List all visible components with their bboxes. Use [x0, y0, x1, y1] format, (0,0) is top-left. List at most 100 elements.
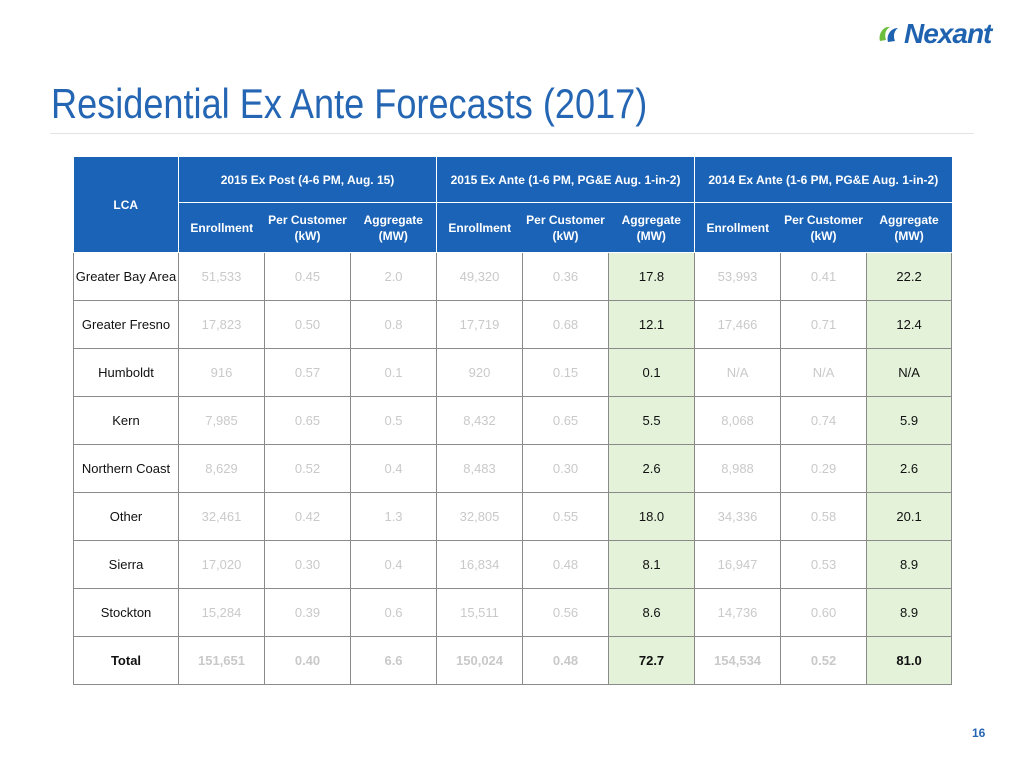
- group-header-2015-ex-ante: 2015 Ex Ante (1-6 PM, PG&E Aug. 1-in-2): [436, 156, 695, 203]
- value-cell: 8,629: [178, 444, 265, 493]
- nexant-logo: Nexant: [876, 18, 992, 50]
- value-cell: 5.5: [608, 396, 696, 445]
- value-cell: 34,336: [694, 492, 782, 541]
- value-cell: 16,947: [694, 540, 782, 589]
- value-cell: 15,284: [178, 588, 265, 637]
- value-cell: 0.4: [349, 444, 438, 493]
- value-cell: 0.52: [780, 636, 868, 685]
- subheader-aggregate: Aggregate (MW): [350, 202, 437, 253]
- logo-text: Nexant: [904, 18, 992, 49]
- nexant-logo-icon: [879, 26, 898, 42]
- value-cell: 2.0: [349, 252, 438, 301]
- table-row: Greater Bay Area 51,533 0.45 2.0 49,320 0.36 1…: [73, 252, 953, 301]
- value-cell: 0.29: [780, 444, 868, 493]
- value-cell: 72.7: [608, 636, 696, 685]
- value-cell: 16,834: [436, 540, 524, 589]
- value-cell: 0.5: [349, 396, 438, 445]
- value-cell: 154,534: [694, 636, 782, 685]
- table-row: Kern 7,985 0.65 0.5 8,432 0.65 5.5 8,068 0.74 5.9: [73, 396, 953, 445]
- table-row: Total 151,651 0.40 6.6 150,024 0.48 72.7 154,53…: [73, 636, 953, 685]
- value-cell: 8,483: [436, 444, 524, 493]
- value-cell: 8,988: [694, 444, 782, 493]
- value-cell: 0.52: [264, 444, 351, 493]
- group-header-2015-ex-post: 2015 Ex Post (4-6 PM, Aug. 15): [177, 156, 437, 203]
- value-cell: N/A: [694, 348, 782, 397]
- value-cell: 0.55: [522, 492, 610, 541]
- value-cell: 17,823: [178, 300, 265, 349]
- value-cell: 916: [178, 348, 265, 397]
- table-row: Stockton 15,284 0.39 0.6 15,511 0.56 8.6 14,736…: [73, 588, 953, 637]
- value-cell: 49,320: [436, 252, 524, 301]
- subheader-enrollment: Enrollment: [694, 202, 781, 253]
- title-divider: [50, 133, 974, 134]
- value-cell: 0.65: [522, 396, 610, 445]
- group-header-2014-ex-ante: 2014 Ex Ante (1-6 PM, PG&E Aug. 1-in-2): [694, 156, 952, 203]
- value-cell: 22.2: [866, 252, 953, 301]
- forecast-table: LCA 2015 Ex Post (4-6 PM, Aug. 15) 2015 …: [73, 156, 953, 685]
- lca-header: LCA: [73, 156, 179, 253]
- lca-cell: Sierra: [73, 540, 179, 589]
- value-cell: 0.8: [349, 300, 438, 349]
- lca-cell: Greater Fresno: [73, 300, 179, 349]
- value-cell: 17,020: [178, 540, 265, 589]
- value-cell: 20.1: [866, 492, 953, 541]
- value-cell: 0.50: [264, 300, 351, 349]
- value-cell: N/A: [780, 348, 868, 397]
- lca-cell: Stockton: [73, 588, 179, 637]
- value-cell: 0.57: [264, 348, 351, 397]
- value-cell: 8.9: [866, 540, 953, 589]
- value-cell: 0.36: [522, 252, 610, 301]
- value-cell: 17,466: [694, 300, 782, 349]
- value-cell: 5.9: [866, 396, 953, 445]
- value-cell: 0.58: [780, 492, 868, 541]
- value-cell: 12.4: [866, 300, 953, 349]
- page-number: 16: [972, 726, 986, 740]
- lca-cell: Greater Bay Area: [73, 252, 179, 301]
- value-cell: 7,985: [178, 396, 265, 445]
- value-cell: 2.6: [608, 444, 696, 493]
- lca-cell: Kern: [73, 396, 179, 445]
- value-cell: 0.56: [522, 588, 610, 637]
- value-cell: 0.42: [264, 492, 351, 541]
- value-cell: 32,805: [436, 492, 524, 541]
- value-cell: 81.0: [866, 636, 953, 685]
- value-cell: 0.48: [522, 636, 610, 685]
- value-cell: 17,719: [436, 300, 524, 349]
- value-cell: 18.0: [608, 492, 696, 541]
- value-cell: 151,651: [178, 636, 265, 685]
- value-cell: 0.68: [522, 300, 610, 349]
- value-cell: 0.40: [264, 636, 351, 685]
- value-cell: 32,461: [178, 492, 265, 541]
- value-cell: 17.8: [608, 252, 696, 301]
- table-row: Northern Coast 8,629 0.52 0.4 8,483 0.30 2.6 8,…: [73, 444, 953, 493]
- value-cell: 150,024: [436, 636, 524, 685]
- value-cell: 0.60: [780, 588, 868, 637]
- value-cell: 14,736: [694, 588, 782, 637]
- value-cell: 8,432: [436, 396, 524, 445]
- lca-cell: Northern Coast: [73, 444, 179, 493]
- value-cell: 6.6: [349, 636, 438, 685]
- value-cell: 0.15: [522, 348, 610, 397]
- value-cell: 0.30: [264, 540, 351, 589]
- value-cell: 15,511: [436, 588, 524, 637]
- value-cell: 0.71: [780, 300, 868, 349]
- lca-cell: Humboldt: [73, 348, 179, 397]
- value-cell: 920: [436, 348, 524, 397]
- value-cell: 0.39: [264, 588, 351, 637]
- subheader-aggregate: Aggregate (MW): [608, 202, 695, 253]
- value-cell: 0.30: [522, 444, 610, 493]
- subheader-per-customer: Per Customer (kW): [522, 202, 609, 253]
- value-cell: 0.45: [264, 252, 351, 301]
- page-title: Residential Ex Ante Forecasts (2017): [51, 80, 648, 127]
- value-cell: 51,533: [178, 252, 265, 301]
- table-row: Other 32,461 0.42 1.3 32,805 0.55 18.0 34,336 0.…: [73, 492, 953, 541]
- value-cell: 8.1: [608, 540, 696, 589]
- table-row: Greater Fresno 17,823 0.50 0.8 17,719 0.68 12.…: [73, 300, 953, 349]
- subheader-enrollment: Enrollment: [436, 202, 523, 253]
- value-cell: 0.41: [780, 252, 868, 301]
- subheader-per-customer: Per Customer (kW): [264, 202, 351, 253]
- value-cell: 0.1: [349, 348, 438, 397]
- lca-cell: Other: [73, 492, 179, 541]
- value-cell: 0.48: [522, 540, 610, 589]
- value-cell: 0.53: [780, 540, 868, 589]
